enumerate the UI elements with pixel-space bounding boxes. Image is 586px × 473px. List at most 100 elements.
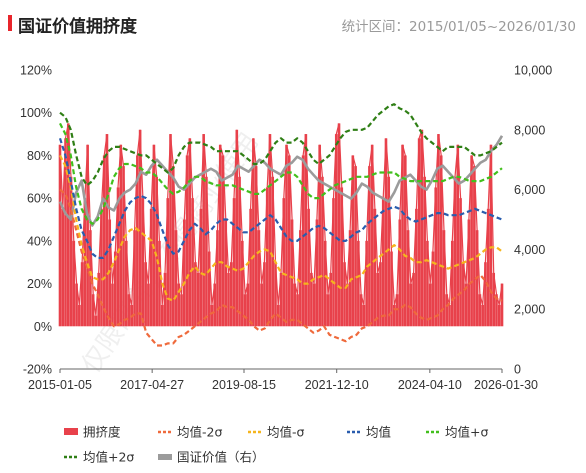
crowding-bar <box>406 230 410 327</box>
crowding-bar <box>390 251 393 327</box>
crowding-bar <box>439 155 443 327</box>
crowding-bar <box>445 294 449 327</box>
crowding-bar <box>152 144 156 327</box>
crowding-bar <box>224 219 228 327</box>
crowding-bar <box>492 272 496 327</box>
axes: -20% 0% 20% 40% 60% 80% 100% 120% 0 2,000 4,000 6,0… <box>20 64 552 393</box>
crowding-bar <box>268 134 272 327</box>
crowding-bar <box>412 272 415 327</box>
crowding-bar <box>478 294 482 327</box>
title-accent-bar <box>8 15 12 31</box>
crowding-bar <box>409 283 413 327</box>
crowding-bar <box>351 155 355 327</box>
crowding-bar <box>384 138 388 327</box>
y-left-tick-label: 0% <box>34 320 52 334</box>
crowding-bar <box>218 144 222 327</box>
y-left-tick-label: 100% <box>20 106 52 120</box>
crowding-bar <box>315 219 319 327</box>
crowding-bar <box>484 262 487 327</box>
crowding-bar <box>290 219 294 327</box>
crowding-bar <box>238 176 241 327</box>
crowding-bar <box>89 230 92 327</box>
crowding-bar <box>254 166 258 327</box>
crowding-bar <box>296 294 299 327</box>
crowding-bar <box>194 262 197 327</box>
crowding-bar <box>381 198 385 327</box>
y-right-tick-label: 8,000 <box>514 123 545 137</box>
crowding-bar <box>216 230 219 327</box>
crowding-bar <box>97 272 100 327</box>
crowding-bar <box>94 315 98 327</box>
crowding-bar <box>144 262 147 327</box>
crowding-bar <box>423 176 426 327</box>
legend: 拥挤度 均值-2σ 均值-σ 均值 均值+σ 均值+2σ 国证价值（右） <box>64 425 488 465</box>
crowding-bar <box>420 129 424 327</box>
crowding-bar <box>401 144 404 327</box>
crowding-bar <box>489 144 493 327</box>
crowding-bar <box>398 219 402 327</box>
crowding-bar <box>332 198 335 327</box>
crowding-bar <box>227 272 230 327</box>
crowding-bar <box>127 294 131 327</box>
crowding-bar <box>473 166 476 327</box>
crowding-bar <box>252 138 255 327</box>
crowding-bar <box>138 129 142 327</box>
crowding-bar <box>160 304 164 327</box>
x-tick-label: 2024-04-10 <box>398 378 462 392</box>
crowding-bar <box>426 240 429 327</box>
crowding-bar <box>213 283 217 327</box>
title-bar: 国证价值拥挤度 统计区间：2015/01/05~2026/01/30 <box>8 11 578 37</box>
legend-item: 均值-2σ <box>158 425 222 440</box>
crowding-bar <box>282 198 286 327</box>
legend-item: 均值-σ <box>248 425 305 440</box>
crowding-bar <box>370 144 374 327</box>
crowding-bar <box>357 240 360 327</box>
crowding-bar <box>263 262 266 327</box>
crowding-bar <box>343 262 346 327</box>
crowding-bar <box>171 166 175 327</box>
crowding-bar <box>497 304 501 327</box>
crowding-bar <box>318 144 321 327</box>
crowding-bar <box>232 198 236 327</box>
crowding-bar <box>387 176 391 327</box>
crowding-bar <box>191 198 194 327</box>
crowding-bar <box>301 155 305 327</box>
series-line-2 <box>59 154 503 302</box>
crowding-bar <box>453 176 457 327</box>
crowding-bar <box>368 166 371 327</box>
crowding-bar <box>495 294 498 327</box>
crowding-bar <box>265 187 269 327</box>
crowding-bar <box>111 283 114 327</box>
crowding-bar <box>334 134 338 327</box>
y-right-tick-label: 10,000 <box>514 64 552 78</box>
crowding-bar <box>274 262 277 327</box>
crowding-bar <box>155 176 158 327</box>
crowding-bar <box>75 283 78 327</box>
crowding-bar <box>183 219 186 327</box>
crowding-bar <box>221 155 225 327</box>
crowding-bar <box>450 240 454 327</box>
crowding-bar <box>188 138 192 327</box>
crowding-bar <box>271 176 275 327</box>
crowding-bars <box>58 123 504 327</box>
legend-label: 均值+2σ <box>83 450 134 465</box>
crowding-bar <box>287 155 291 327</box>
crowding-bar <box>299 230 302 327</box>
crowding-bar <box>133 230 136 327</box>
crowding-bar <box>279 272 283 327</box>
crowding-bar <box>72 240 76 327</box>
crowding-bar <box>310 272 313 327</box>
legend-label: 均值 <box>366 425 391 440</box>
crowding-bar <box>174 230 178 327</box>
crowding-bar <box>177 283 181 327</box>
x-tick-label: 2019-08-15 <box>212 378 276 392</box>
crowding-bar <box>196 272 200 327</box>
crowding-bar <box>241 240 244 327</box>
crowding-bar <box>307 208 310 327</box>
crowding-bar <box>346 283 349 327</box>
x-tick-label: 2015-01-05 <box>28 378 92 392</box>
crowding-bar <box>158 240 161 327</box>
crowding-bar <box>376 272 379 327</box>
crowding-bar <box>78 304 81 327</box>
x-tick-label: 2017-04-27 <box>120 378 184 392</box>
